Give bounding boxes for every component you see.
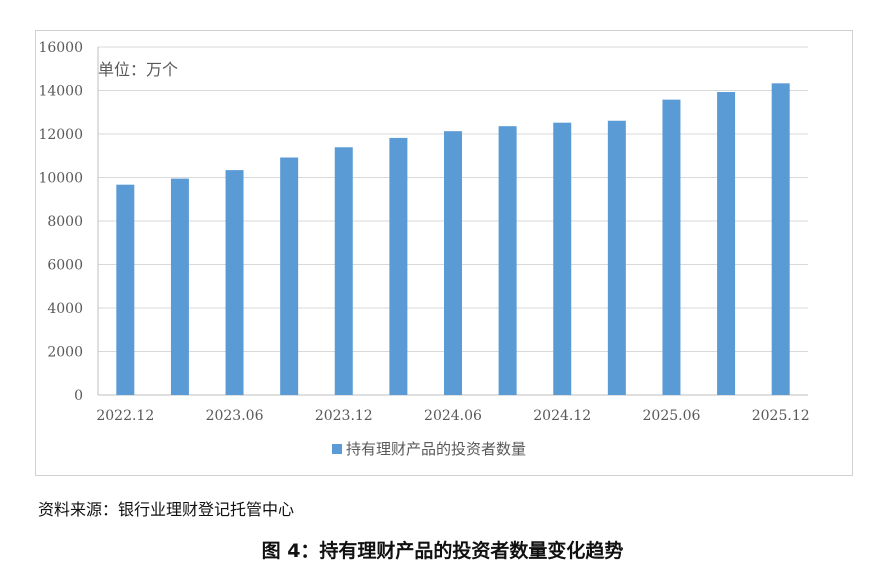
x-tick-label: 2022.12 xyxy=(96,408,154,424)
bar xyxy=(334,147,353,395)
y-tick-label: 14000 xyxy=(38,84,83,100)
bar xyxy=(280,157,299,395)
bar xyxy=(225,170,244,395)
x-tick-label: 2024.12 xyxy=(533,408,591,424)
y-tick-label: 2000 xyxy=(47,345,83,361)
y-tick-label: 6000 xyxy=(47,258,83,274)
legend-swatch xyxy=(332,444,342,454)
bar xyxy=(662,99,681,395)
bar xyxy=(498,126,517,396)
bar-chart: 0 2000 4000 6000 8000 10000 12000 14000 16000 202… xyxy=(38,40,810,458)
bar xyxy=(116,184,135,395)
figure-caption: 图 4：持有理财产品的投资者数量变化趋势 xyxy=(261,540,624,562)
unit-label: 单位：万个 xyxy=(98,60,178,79)
y-tick-label: 8000 xyxy=(47,214,83,230)
bar xyxy=(444,131,462,396)
bar xyxy=(170,178,189,395)
y-tick-label: 12000 xyxy=(38,127,83,143)
y-tick-label: 0 xyxy=(74,388,83,404)
x-tick-label: 2024.06 xyxy=(424,408,482,424)
chart-frame xyxy=(35,30,853,476)
y-tick-label: 16000 xyxy=(38,40,83,56)
x-tick-label: 2023.12 xyxy=(315,408,373,424)
bar xyxy=(771,83,790,395)
bar xyxy=(717,92,736,396)
x-tick-label: 2025.12 xyxy=(752,408,810,424)
x-tick-label: 2025.06 xyxy=(643,408,701,424)
y-tick-label: 4000 xyxy=(47,301,83,317)
source-note: 资料来源：银行业理财登记托管中心 xyxy=(38,500,295,519)
x-tick-label: 2023.06 xyxy=(206,408,264,424)
bar xyxy=(389,137,408,396)
y-tick-label: 10000 xyxy=(38,171,83,187)
bar xyxy=(553,122,572,395)
bar xyxy=(607,120,626,396)
legend-label: 持有理财产品的投资者数量 xyxy=(346,440,526,458)
